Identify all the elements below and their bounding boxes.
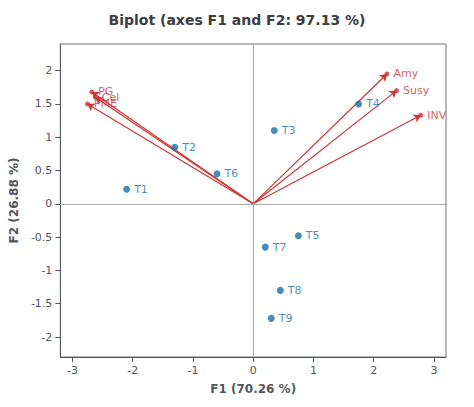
svg-text:F2 (26.88 %): F2 (26.88 %) [7, 158, 21, 244]
svg-text:Amy: Amy [393, 67, 418, 80]
svg-text:Biplot (axes F1 and F2: 97.13: Biplot (axes F1 and F2: 97.13 %) [109, 12, 366, 28]
svg-text:T9: T9 [278, 312, 293, 325]
svg-text:1.5: 1.5 [35, 97, 53, 110]
svg-text:-2: -2 [127, 364, 138, 377]
svg-text:T6: T6 [224, 167, 239, 180]
svg-text:2: 2 [45, 64, 52, 77]
svg-text:T8: T8 [287, 284, 302, 297]
svg-text:1: 1 [310, 364, 317, 377]
svg-text:0: 0 [45, 197, 52, 210]
svg-text:PME: PME [94, 97, 117, 110]
svg-text:T7: T7 [272, 241, 287, 254]
svg-text:-1: -1 [187, 364, 198, 377]
svg-text:INV: INV [427, 109, 446, 122]
svg-text:-1.5: -1.5 [31, 297, 52, 310]
svg-text:T3: T3 [281, 124, 296, 137]
svg-text:T2: T2 [181, 141, 196, 154]
svg-text:T1: T1 [133, 183, 148, 196]
svg-text:Susy: Susy [403, 84, 430, 97]
svg-text:0: 0 [250, 364, 257, 377]
svg-text:2: 2 [370, 364, 377, 377]
svg-text:T4: T4 [365, 97, 380, 110]
svg-text:-3: -3 [67, 364, 78, 377]
svg-text:1: 1 [45, 131, 52, 144]
svg-text:F1 (70.26 %): F1 (70.26 %) [210, 382, 296, 396]
svg-text:T5: T5 [305, 229, 320, 242]
svg-text:-2: -2 [41, 331, 52, 344]
svg-text:-1: -1 [41, 264, 52, 277]
svg-text:3: 3 [430, 364, 437, 377]
svg-text:-0.5: -0.5 [31, 231, 52, 244]
svg-text:0.5: 0.5 [35, 164, 53, 177]
